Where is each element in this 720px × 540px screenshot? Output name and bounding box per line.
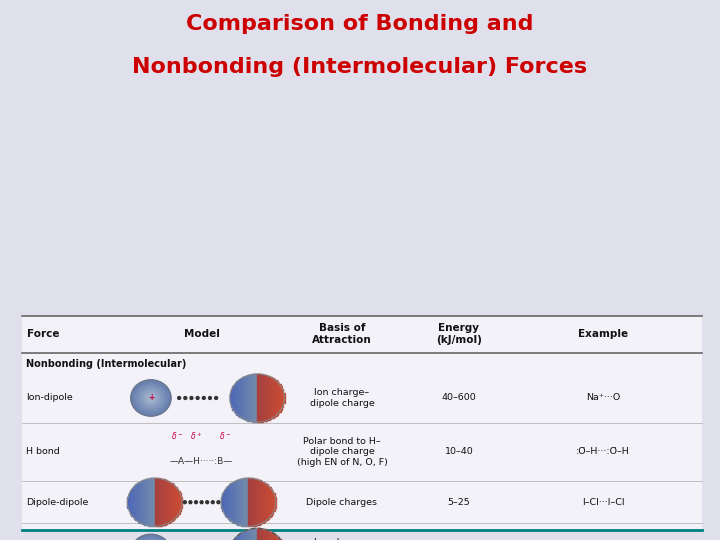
Text: —A—H·····:B—: —A—H·····:B— [170,456,233,465]
Text: Ion-dipole: Ion-dipole [26,394,73,402]
Text: Force: Force [27,329,60,339]
Text: 5–25: 5–25 [448,498,470,507]
Text: Nonbonding (Intermolecular) Forces: Nonbonding (Intermolecular) Forces [132,57,588,77]
Text: Dipole-dipole: Dipole-dipole [26,498,89,507]
Text: Dipole charges: Dipole charges [307,498,377,507]
Text: I–Cl···I–Cl: I–Cl···I–Cl [582,498,624,507]
Text: +: + [148,394,154,402]
Text: Ion charge–
polarizable eⁿ
cloud: Ion charge– polarizable eⁿ cloud [310,537,374,540]
Text: Example: Example [578,329,628,339]
Text: Model: Model [184,329,220,339]
Text: Ion charge–
dipole charge: Ion charge– dipole charge [310,388,374,408]
Text: Energy
(kJ/mol): Energy (kJ/mol) [436,323,482,345]
Text: 40–600: 40–600 [441,394,477,402]
Text: $\delta^-$   $\delta^+$       $\delta^-$: $\delta^-$ $\delta^+$ $\delta^-$ [171,430,232,442]
Text: 10–40: 10–40 [445,448,473,456]
Text: :Ö–H···:Ö–H: :Ö–H···:Ö–H [576,448,630,456]
Text: Polar bond to H–
dipole charge
(high EN of N, O, F): Polar bond to H– dipole charge (high EN … [297,437,387,467]
Text: H bond: H bond [26,448,60,456]
Text: Basis of
Attraction: Basis of Attraction [312,323,372,345]
Text: Comparison of Bonding and: Comparison of Bonding and [186,14,534,33]
Text: Na⁺···O: Na⁺···O [586,394,620,402]
Text: Nonbonding (Intermolecular): Nonbonding (Intermolecular) [26,359,186,369]
